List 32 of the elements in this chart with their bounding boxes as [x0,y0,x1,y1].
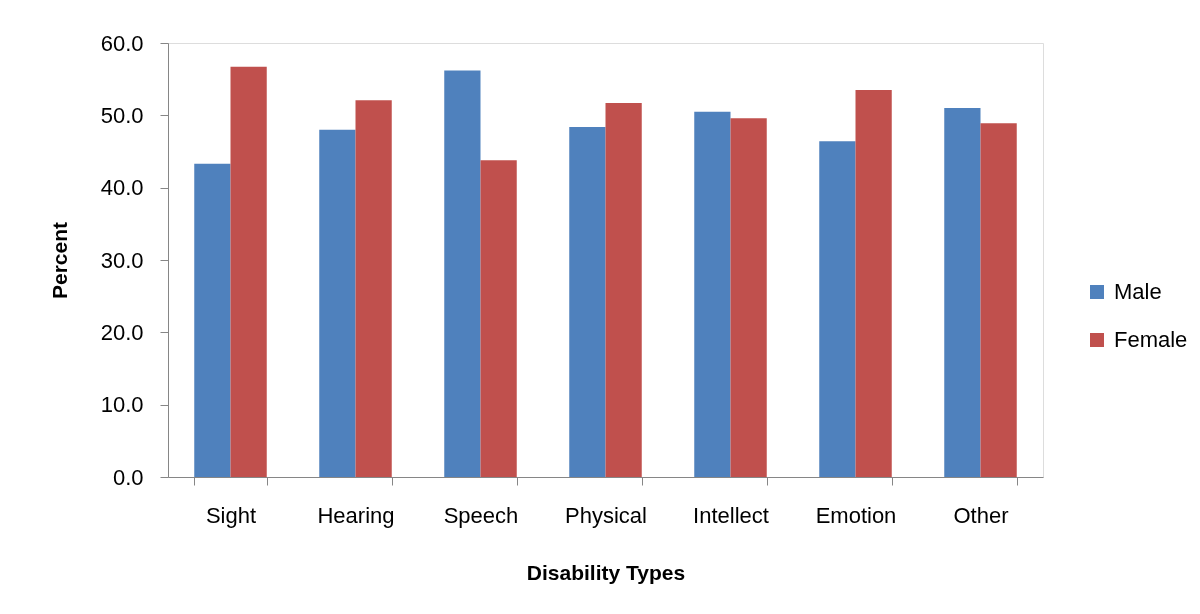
x-tick-label: Intellect [693,502,769,528]
x-axis-title: Disability Types [526,560,686,584]
x-tick-label: Hearing [317,502,395,528]
x-tick-label: Emotion [815,502,897,528]
bar [230,66,267,477]
x-tick-label: Other [953,502,1009,528]
legend-label: Male [1114,279,1162,304]
bar [569,126,606,477]
y-tick-label: 30.0 [100,247,144,273]
bar [819,141,856,477]
bar [980,123,1017,477]
bar [694,111,731,477]
y-tick-label: 20.0 [100,319,144,345]
y-tick-label: 0.0 [112,464,144,490]
y-tick-label: 50.0 [100,102,144,128]
x-tick-label: Physical [565,502,647,528]
bar [194,163,231,477]
y-tick-label: 60.0 [100,30,144,56]
bar [944,108,981,477]
bar [355,100,392,477]
legend-label: Female [1114,327,1188,352]
y-tick-label: 40.0 [100,175,144,201]
bar [319,129,356,477]
bar [605,103,642,477]
y-axis-title: Percent [47,221,71,300]
y-tick-label: 10.0 [100,392,144,418]
x-tick-label: Sight [205,502,257,528]
x-tick-label: Speech [443,502,519,528]
bar [480,160,517,477]
bar [730,118,767,477]
bar [855,90,892,477]
bar [444,70,481,477]
